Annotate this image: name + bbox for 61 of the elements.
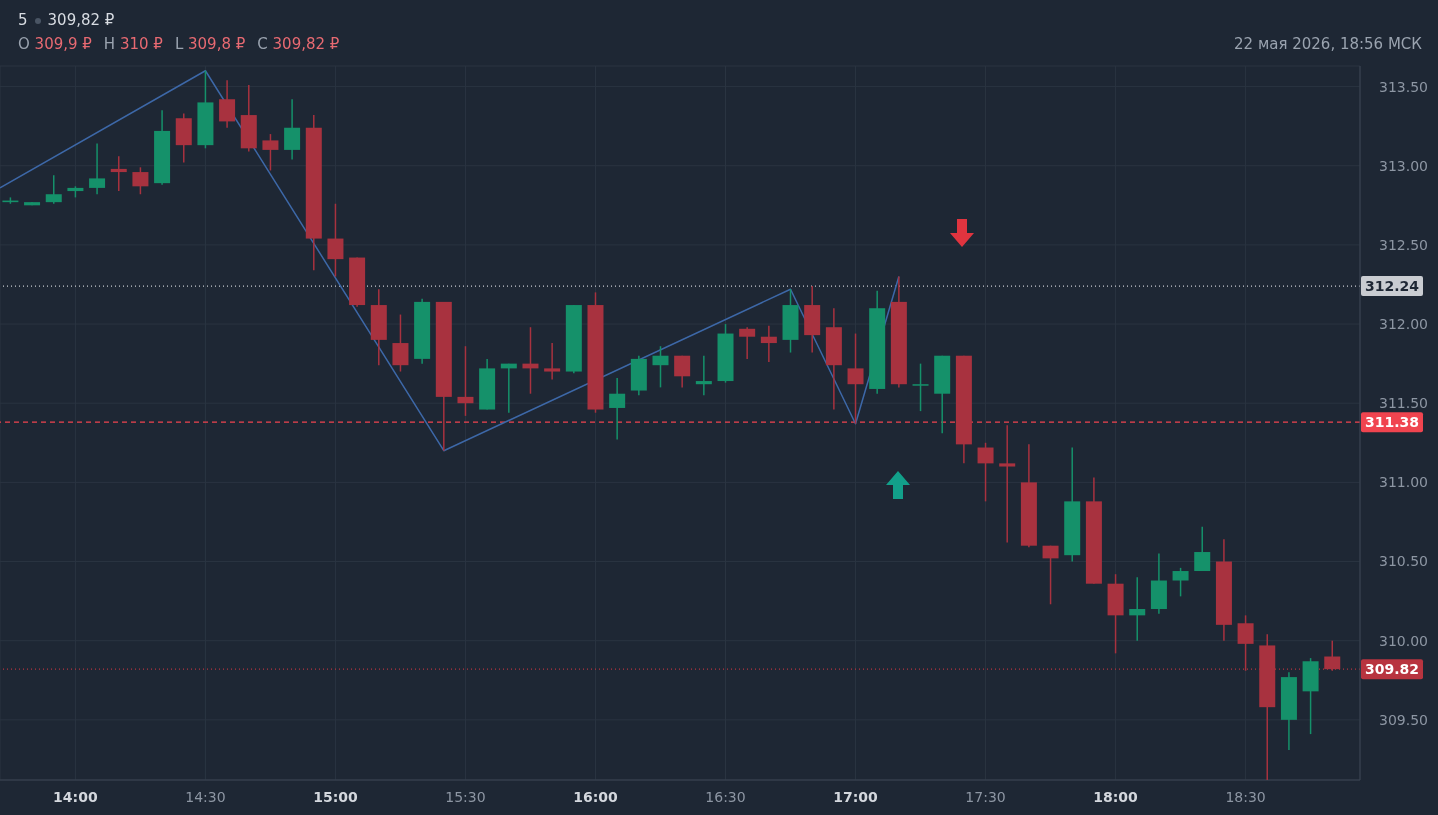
candlestick xyxy=(89,142,106,195)
x-tick-label: 15:30 xyxy=(445,789,486,805)
ref-line-label: 311.38 xyxy=(1364,414,1420,431)
x-tick-label: 14:00 xyxy=(53,789,98,805)
candlestick xyxy=(912,362,929,412)
candlestick xyxy=(544,342,561,381)
x-tick-label: 18:30 xyxy=(1225,789,1266,805)
y-tick-label: 311.00 xyxy=(1379,474,1428,491)
text: 309,82 ₽ xyxy=(272,35,340,53)
candlestick xyxy=(999,424,1016,544)
text: 309,82 ₽ xyxy=(47,11,115,29)
text: C xyxy=(257,35,268,53)
x-tick-label: 17:30 xyxy=(965,789,1006,805)
ref-line-label: 309.82 xyxy=(1364,661,1420,678)
candlestick xyxy=(262,133,279,172)
candlestick xyxy=(1172,567,1189,598)
x-tick-label: 17:00 xyxy=(833,789,879,805)
candlestick xyxy=(695,354,712,397)
candlestick xyxy=(1042,544,1059,606)
candlestick xyxy=(284,98,301,161)
y-tick-label: 310.50 xyxy=(1379,553,1428,570)
y-tick-label: 311.50 xyxy=(1379,395,1428,412)
x-tick-label: 18:00 xyxy=(1093,789,1139,805)
candlestick xyxy=(739,326,756,360)
y-tick-label: 312.50 xyxy=(1379,236,1428,253)
candlestick xyxy=(327,202,344,278)
text: 310 ₽ xyxy=(119,35,163,53)
line-series xyxy=(0,70,900,452)
y-tick-label: 310.00 xyxy=(1379,632,1428,649)
candlestick xyxy=(1194,525,1211,572)
text: 309,9 ₽ xyxy=(34,35,92,53)
y-tick-label: 313.00 xyxy=(1379,157,1428,174)
x-tick-label: 14:30 xyxy=(185,789,226,805)
x-tick-label: 15:00 xyxy=(313,789,358,805)
ref-line-label: 312.24 xyxy=(1364,278,1420,295)
candlestick xyxy=(1324,639,1341,672)
candlestick xyxy=(847,332,864,425)
x-tick-label: 16:00 xyxy=(573,789,619,805)
candlestick xyxy=(977,442,994,503)
candlestick xyxy=(132,166,149,195)
candlestick xyxy=(674,354,691,389)
candlestick xyxy=(45,174,62,205)
text: 309,8 ₽ xyxy=(188,35,246,53)
candlestick xyxy=(392,313,409,373)
text: H xyxy=(103,35,116,53)
candlestick xyxy=(219,79,236,129)
x-tick-label: 16:30 xyxy=(705,789,746,805)
candlestick xyxy=(609,377,626,441)
candlestick xyxy=(760,324,777,363)
candlestick xyxy=(457,345,474,417)
text: 22 мая 2026, 18:56 МСК xyxy=(1234,35,1422,53)
y-tick-label: 309.50 xyxy=(1379,711,1428,728)
y-tick-label: 313.50 xyxy=(1379,78,1428,95)
text: L xyxy=(174,35,184,53)
text: 5 xyxy=(18,11,28,29)
y-tick-label: 312.00 xyxy=(1379,316,1428,333)
text: O xyxy=(18,35,30,53)
candlestick xyxy=(110,155,127,192)
candlestick xyxy=(652,345,669,389)
candlestick xyxy=(1129,576,1146,642)
candlestick xyxy=(1237,614,1254,672)
